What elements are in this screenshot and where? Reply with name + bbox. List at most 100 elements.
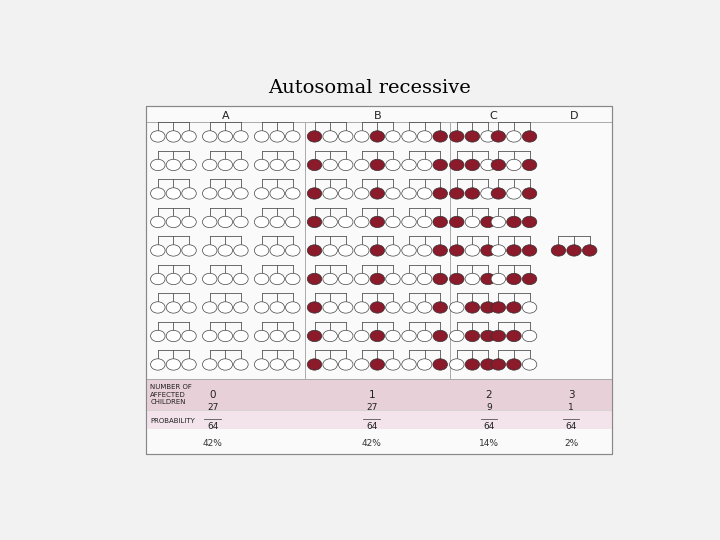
Ellipse shape bbox=[202, 159, 217, 171]
Ellipse shape bbox=[402, 330, 416, 342]
Ellipse shape bbox=[218, 131, 233, 142]
Ellipse shape bbox=[307, 131, 322, 142]
Ellipse shape bbox=[370, 330, 384, 342]
Ellipse shape bbox=[150, 330, 165, 342]
Ellipse shape bbox=[418, 159, 432, 171]
Ellipse shape bbox=[234, 245, 248, 256]
Ellipse shape bbox=[150, 159, 165, 171]
Ellipse shape bbox=[270, 188, 284, 199]
Ellipse shape bbox=[481, 188, 495, 199]
Ellipse shape bbox=[522, 245, 537, 256]
Ellipse shape bbox=[402, 188, 416, 199]
Ellipse shape bbox=[202, 188, 217, 199]
Ellipse shape bbox=[323, 131, 338, 142]
Ellipse shape bbox=[418, 217, 432, 228]
Ellipse shape bbox=[202, 302, 217, 313]
Ellipse shape bbox=[418, 359, 432, 370]
Text: 14%: 14% bbox=[479, 438, 499, 448]
Text: 1: 1 bbox=[369, 390, 375, 400]
Ellipse shape bbox=[181, 217, 197, 228]
Ellipse shape bbox=[254, 159, 269, 171]
Ellipse shape bbox=[166, 273, 181, 285]
Ellipse shape bbox=[386, 131, 400, 142]
Ellipse shape bbox=[507, 302, 521, 313]
Ellipse shape bbox=[354, 302, 369, 313]
Ellipse shape bbox=[449, 131, 464, 142]
Ellipse shape bbox=[433, 302, 447, 313]
Ellipse shape bbox=[307, 302, 322, 313]
Ellipse shape bbox=[286, 359, 300, 370]
Ellipse shape bbox=[307, 330, 322, 342]
Ellipse shape bbox=[181, 302, 197, 313]
Ellipse shape bbox=[181, 245, 197, 256]
Ellipse shape bbox=[150, 188, 165, 199]
Ellipse shape bbox=[323, 273, 338, 285]
Ellipse shape bbox=[402, 245, 416, 256]
Ellipse shape bbox=[234, 302, 248, 313]
Ellipse shape bbox=[338, 330, 353, 342]
Ellipse shape bbox=[254, 359, 269, 370]
FancyBboxPatch shape bbox=[145, 106, 612, 454]
Ellipse shape bbox=[481, 159, 495, 171]
Ellipse shape bbox=[507, 217, 521, 228]
Ellipse shape bbox=[323, 359, 338, 370]
Ellipse shape bbox=[449, 188, 464, 199]
Ellipse shape bbox=[166, 217, 181, 228]
Ellipse shape bbox=[418, 131, 432, 142]
Text: 64: 64 bbox=[565, 422, 577, 431]
Ellipse shape bbox=[286, 330, 300, 342]
Text: C: C bbox=[490, 111, 497, 120]
Ellipse shape bbox=[254, 131, 269, 142]
Ellipse shape bbox=[218, 273, 233, 285]
Ellipse shape bbox=[218, 159, 233, 171]
Ellipse shape bbox=[491, 188, 505, 199]
Ellipse shape bbox=[218, 302, 233, 313]
Ellipse shape bbox=[433, 159, 447, 171]
Ellipse shape bbox=[386, 159, 400, 171]
Ellipse shape bbox=[449, 217, 464, 228]
Ellipse shape bbox=[491, 245, 505, 256]
Ellipse shape bbox=[402, 273, 416, 285]
Ellipse shape bbox=[418, 245, 432, 256]
Ellipse shape bbox=[481, 131, 495, 142]
Ellipse shape bbox=[202, 273, 217, 285]
Ellipse shape bbox=[465, 245, 480, 256]
Ellipse shape bbox=[449, 302, 464, 313]
Ellipse shape bbox=[166, 188, 181, 199]
Ellipse shape bbox=[270, 245, 284, 256]
Ellipse shape bbox=[582, 245, 597, 256]
Ellipse shape bbox=[218, 245, 233, 256]
Ellipse shape bbox=[402, 159, 416, 171]
Ellipse shape bbox=[433, 273, 447, 285]
Ellipse shape bbox=[354, 188, 369, 199]
Ellipse shape bbox=[370, 159, 384, 171]
Ellipse shape bbox=[254, 217, 269, 228]
Ellipse shape bbox=[254, 330, 269, 342]
Ellipse shape bbox=[507, 245, 521, 256]
Ellipse shape bbox=[270, 159, 284, 171]
Ellipse shape bbox=[465, 217, 480, 228]
Ellipse shape bbox=[307, 273, 322, 285]
Ellipse shape bbox=[402, 217, 416, 228]
Ellipse shape bbox=[522, 330, 537, 342]
Ellipse shape bbox=[522, 188, 537, 199]
Ellipse shape bbox=[286, 188, 300, 199]
FancyBboxPatch shape bbox=[145, 379, 612, 410]
Ellipse shape bbox=[218, 359, 233, 370]
Text: A: A bbox=[222, 111, 229, 120]
Ellipse shape bbox=[449, 359, 464, 370]
Ellipse shape bbox=[465, 159, 480, 171]
Ellipse shape bbox=[386, 188, 400, 199]
Text: NUMBER OF
AFFECTED
CHILDREN: NUMBER OF AFFECTED CHILDREN bbox=[150, 384, 192, 406]
Ellipse shape bbox=[234, 330, 248, 342]
Text: 27: 27 bbox=[207, 403, 218, 413]
Ellipse shape bbox=[433, 245, 447, 256]
Ellipse shape bbox=[181, 359, 197, 370]
Ellipse shape bbox=[386, 245, 400, 256]
Ellipse shape bbox=[522, 302, 537, 313]
Ellipse shape bbox=[465, 359, 480, 370]
Ellipse shape bbox=[507, 159, 521, 171]
Ellipse shape bbox=[181, 131, 197, 142]
Ellipse shape bbox=[481, 217, 495, 228]
Ellipse shape bbox=[202, 217, 217, 228]
